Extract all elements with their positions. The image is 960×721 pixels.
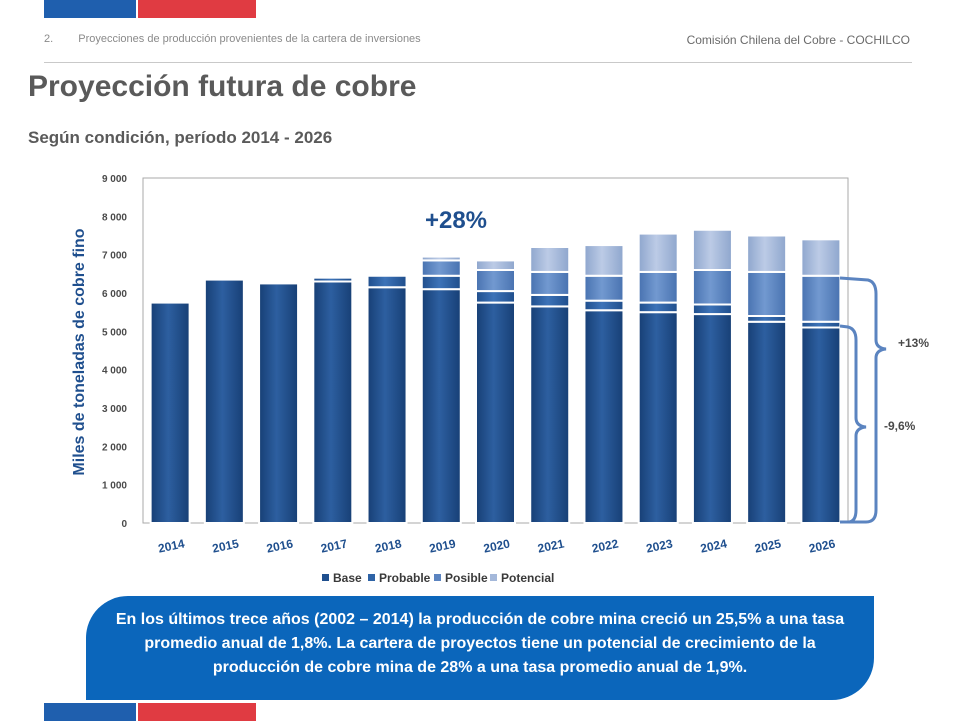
x-tick-label: 2025	[753, 536, 782, 555]
growth-upper-label: +13%	[898, 336, 929, 350]
bar-base	[583, 309, 625, 524]
copper-projection-chart: 0 1 000 2 000 3 000 4 000 5 000 6 000 7 000 8 00…	[71, 174, 929, 585]
growth-total-label: +28%	[425, 207, 487, 234]
bar-posible	[420, 259, 462, 277]
flag-red-bottom	[138, 703, 256, 721]
section-title: Proyecciones de producción provenientes …	[78, 33, 421, 45]
bar-base	[475, 301, 516, 525]
legend-swatch	[434, 574, 441, 581]
x-tick-label: 2018	[374, 536, 403, 555]
x-tick-label: 2015	[211, 536, 240, 555]
x-tick-label: 2024	[699, 536, 728, 555]
bar-potencial	[746, 234, 788, 273]
bar-base	[800, 326, 842, 524]
header-divider	[44, 62, 912, 63]
flag-blue-top	[44, 0, 136, 18]
x-tick-label: 2022	[591, 536, 620, 555]
x-tick-label: 2023	[645, 536, 674, 555]
y-tick-label: 9 000	[102, 174, 127, 185]
legend-label: Potencial	[501, 571, 554, 585]
bar-posible	[800, 274, 842, 323]
bar-probable	[529, 293, 571, 308]
bar-potencial	[800, 238, 842, 277]
y-axis-label: Miles de toneladas de cobre fino	[71, 228, 88, 475]
y-tick-label: 8 000	[102, 212, 127, 223]
bar-base	[746, 320, 788, 524]
y-tick-label: 3 000	[102, 404, 127, 415]
bar-series	[149, 228, 842, 525]
bar-base	[366, 286, 408, 524]
bar-probable	[583, 299, 625, 312]
legend-swatch	[490, 574, 497, 581]
bar-probable	[420, 274, 462, 291]
bar-base	[420, 288, 462, 524]
slide-subtitle: Según condición, período 2014 - 2026	[28, 128, 333, 147]
bar-base	[149, 301, 191, 525]
x-tick-label: 2021	[536, 536, 565, 555]
bar-base	[312, 280, 354, 524]
y-tick-label: 1 000	[102, 481, 127, 492]
x-tick-label: 2017	[319, 536, 348, 555]
chart-legend: Base Probable Posible Potencial	[322, 571, 554, 585]
x-axis-ticks: 2014 2015 2016 2017 2018 2019 2020 2021 2022 2023…	[157, 536, 837, 555]
bar-base	[691, 313, 733, 525]
flag-red-top	[138, 0, 256, 18]
legend-label: Base	[333, 571, 362, 585]
bar-base	[203, 278, 245, 525]
legend-label: Probable	[379, 571, 431, 585]
y-tick-label: 0	[121, 519, 127, 530]
x-tick-label: 2020	[482, 536, 511, 555]
bar-probable	[312, 276, 354, 283]
bar-posible	[691, 269, 733, 306]
bar-posible	[746, 270, 788, 317]
y-tick-label: 7 000	[102, 251, 127, 262]
legend-swatch	[368, 574, 375, 581]
bar-base	[258, 282, 300, 524]
bar-potencial	[637, 232, 679, 273]
bar-probable	[691, 303, 733, 316]
x-tick-label: 2014	[157, 536, 186, 555]
bracket-lower	[839, 324, 867, 524]
bar-posible	[583, 274, 625, 302]
bar-potencial	[420, 255, 462, 262]
x-tick-label: 2016	[265, 536, 294, 555]
bar-posible	[475, 269, 516, 293]
y-tick-label: 5 000	[102, 327, 127, 338]
growth-lower-label: -9,6%	[884, 419, 916, 433]
bar-posible	[637, 270, 679, 304]
x-tick-label: 2026	[808, 536, 837, 555]
summary-callout: En los últimos trece años (2002 – 2014) …	[86, 596, 874, 700]
y-axis-ticks: 0 1 000 2 000 3 000 4 000 5 000 6 000 7 000 8 00…	[102, 174, 127, 530]
bar-probable	[475, 290, 516, 304]
flag-blue-bottom	[44, 703, 136, 721]
bar-potencial	[583, 244, 625, 277]
bar-potencial	[691, 228, 733, 271]
bar-potencial	[475, 259, 516, 271]
section-number: 2.	[44, 33, 54, 45]
bar-base	[637, 311, 679, 524]
section-header: 2. Proyecciones de producción provenient…	[44, 33, 421, 45]
bracket-upper	[839, 276, 887, 524]
y-tick-label: 4 000	[102, 366, 127, 377]
bar-probable	[366, 274, 408, 289]
y-tick-label: 6 000	[102, 289, 127, 300]
x-tick-label: 2019	[428, 536, 457, 555]
bar-potencial	[529, 246, 571, 273]
bar-base	[529, 305, 571, 524]
slide-title: Proyección futura de cobre	[28, 70, 417, 103]
bar-posible	[529, 270, 571, 296]
legend-label: Posible	[445, 571, 488, 585]
y-tick-label: 2 000	[102, 442, 127, 453]
legend-swatch	[322, 574, 329, 581]
bar-probable	[637, 301, 679, 314]
organization-name: Comisión Chilena del Cobre - COCHILCO	[686, 33, 910, 47]
